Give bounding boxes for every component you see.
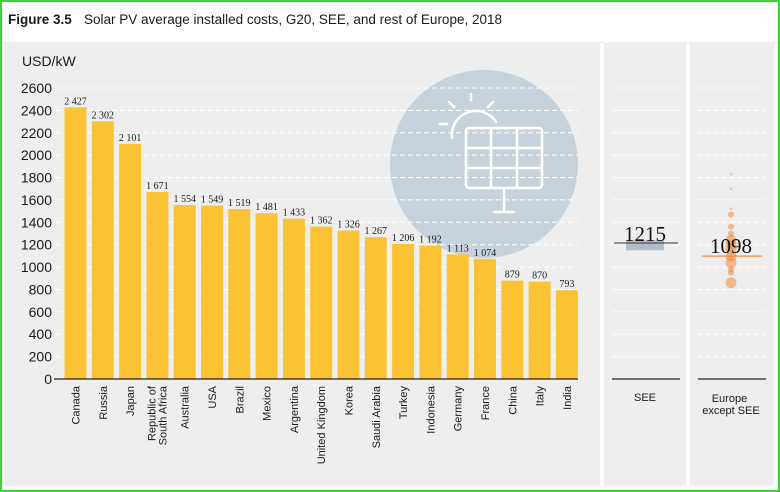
y-tick-label: 2400 <box>21 102 52 118</box>
bar <box>228 208 251 379</box>
y-tick-label: 2000 <box>21 147 52 163</box>
x-category-label: Argentina <box>289 385 301 433</box>
bar <box>555 290 578 379</box>
bar <box>201 205 223 379</box>
x-category-label: Italy <box>535 386 547 407</box>
bar-value-label: 1 113 <box>447 243 469 254</box>
bar-value-label: 1 554 <box>173 194 196 205</box>
europe-data-point <box>725 277 737 289</box>
y-tick-label: 1000 <box>21 259 52 275</box>
bar-value-label: 1 671 <box>146 181 169 192</box>
y-axis-title: USD/kW <box>22 53 76 69</box>
x-category-label: Russia <box>98 385 110 420</box>
bar <box>419 245 442 379</box>
bar <box>474 258 496 379</box>
x-category-label: Saudi Arabia <box>371 385 383 448</box>
europe-data-point <box>729 207 733 211</box>
bar-value-label: 1 362 <box>310 216 333 227</box>
see-panel <box>604 42 686 486</box>
bar <box>173 205 196 379</box>
x-category-label: United Kingdom <box>316 386 328 464</box>
bar <box>446 254 469 379</box>
bar-value-label: 879 <box>505 270 520 281</box>
y-tick-label: 0 <box>44 371 52 387</box>
bar <box>337 230 360 379</box>
bar-value-label: 1 074 <box>474 248 497 259</box>
europe-data-point <box>729 172 733 176</box>
y-tick-label: 2200 <box>21 125 52 141</box>
bar-value-label: 2 101 <box>119 133 142 144</box>
y-tick-label: 600 <box>29 304 53 320</box>
europe-data-point <box>729 187 733 191</box>
bar <box>64 107 87 379</box>
figure-header: Figure 3.5 Solar PV average installed co… <box>2 2 778 43</box>
x-category-label: France <box>480 386 492 420</box>
bar <box>91 121 114 379</box>
see-range-band <box>626 240 664 251</box>
x-category-label: Australia <box>180 385 192 429</box>
bar <box>392 244 415 379</box>
y-tick-label: 1600 <box>21 192 52 208</box>
x-category-label: Mexico <box>262 386 274 421</box>
x-category-label: Japan <box>125 386 137 416</box>
bar-value-label: 870 <box>532 271 547 282</box>
figure-label: Figure 3.5 <box>8 12 72 27</box>
bar-value-label: 1 192 <box>419 235 442 246</box>
europe-average-value: 1098 <box>710 234 752 258</box>
y-tick-label: 1400 <box>21 214 52 230</box>
bar-value-label: 1 519 <box>228 198 251 209</box>
bar-value-label: 1 267 <box>365 226 388 237</box>
bar-value-label: 1 433 <box>283 208 306 219</box>
x-category-label: Turkey <box>398 386 410 420</box>
figure-title: Solar PV average installed costs, G20, S… <box>84 12 502 27</box>
solar-panel-sun-icon <box>390 70 578 258</box>
bar-value-label: 2 427 <box>64 96 87 107</box>
europe-data-point <box>725 257 737 269</box>
bar <box>119 143 142 379</box>
bar-value-label: 1 206 <box>392 233 415 244</box>
x-category-label: Canada <box>71 385 83 424</box>
y-tick-label: 2600 <box>21 80 52 96</box>
y-tick-label: 1800 <box>21 170 52 186</box>
x-category-label: India <box>562 385 574 410</box>
x-category-label: China <box>507 385 519 415</box>
bar-value-label: 793 <box>559 279 574 290</box>
x-category-label: Germany <box>453 386 465 432</box>
europe-data-point <box>728 211 734 218</box>
x-category-label: USA <box>207 385 219 408</box>
x-category-label: Indonesia <box>425 385 437 434</box>
x-category-label: Korea <box>344 385 356 415</box>
europe-data-point <box>728 269 734 276</box>
y-tick-label: 200 <box>29 349 53 365</box>
europe-data-point <box>728 223 734 230</box>
bar <box>282 218 305 379</box>
bar-value-label: 1 481 <box>255 202 278 213</box>
y-tick-label: 800 <box>29 281 53 297</box>
y-tick-label: 400 <box>29 326 53 342</box>
europe-category-label: Europe except SEE <box>702 393 759 417</box>
bar <box>310 226 333 379</box>
bar-value-label: 1 326 <box>337 220 360 231</box>
bar <box>255 213 278 379</box>
bar <box>364 237 387 379</box>
bar-value-label: 2 302 <box>92 110 115 121</box>
x-category-label: Brazil <box>234 386 246 414</box>
see-category-label: SEE <box>634 392 656 404</box>
see-average-value: 1215 <box>624 222 666 246</box>
bar <box>501 280 524 379</box>
y-tick-label: 1200 <box>21 237 52 253</box>
bar-value-label: 1 549 <box>201 195 224 206</box>
x-category-label: Republic ofSouth Africa <box>146 385 169 445</box>
bar <box>146 191 169 379</box>
bar <box>528 281 551 379</box>
